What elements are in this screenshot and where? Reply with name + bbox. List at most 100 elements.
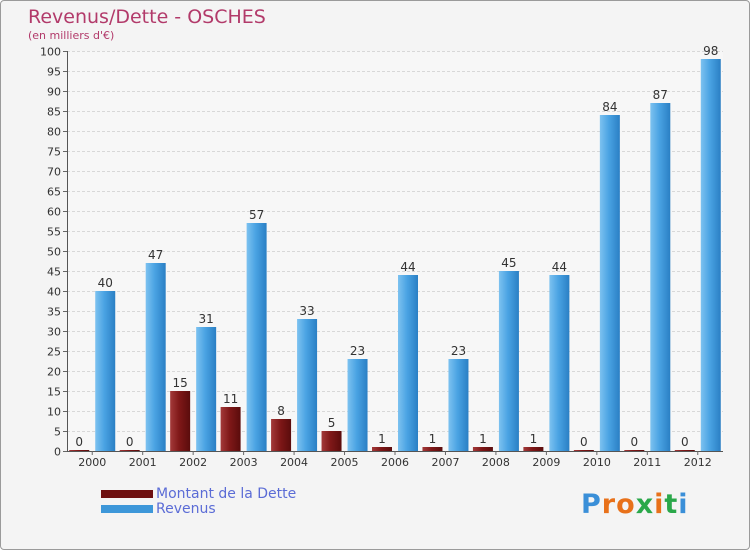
x-tick-label: 2001 [129, 456, 157, 469]
revenus-bar [549, 275, 570, 451]
x-tick-label: 2002 [179, 456, 207, 469]
dette-value-label: 0 [681, 435, 689, 449]
y-tick-label: 85 [47, 106, 61, 119]
x-tick-label: 2009 [532, 456, 560, 469]
y-tick-label: 80 [47, 126, 61, 139]
revenus-bar [448, 359, 469, 451]
revenus-bar [246, 223, 267, 451]
dette-value-label: 15 [173, 376, 188, 390]
chart-subtitle: (en milliers d'€) [28, 29, 115, 42]
y-tick-label: 65 [47, 186, 61, 199]
x-tick-label: 2005 [331, 456, 359, 469]
revenus-bar [196, 327, 217, 451]
dette-value-label: 1 [429, 432, 437, 446]
y-tick-label: 10 [47, 406, 61, 419]
dette-bar [472, 447, 493, 451]
x-tick-label: 2006 [381, 456, 409, 469]
dette-bar [119, 450, 140, 451]
logo-letter: P [581, 489, 602, 520]
revenus-bar [599, 115, 620, 451]
revenus-value-label: 23 [350, 344, 365, 358]
revenus-bar [498, 271, 519, 451]
logo-letter: i [654, 489, 665, 520]
x-tick-label: 2000 [78, 456, 106, 469]
dette-value-label: 0 [126, 435, 134, 449]
y-tick-label: 35 [47, 306, 61, 319]
logo-letter: r [601, 489, 617, 520]
revenus-value-label: 40 [98, 276, 113, 290]
dette-bar [69, 450, 90, 451]
revenus-value-label: 84 [602, 100, 617, 114]
dette-value-label: 11 [223, 392, 238, 406]
revenus-value-label: 87 [653, 88, 668, 102]
dette-bar [573, 450, 594, 451]
x-tick-label: 2003 [230, 456, 258, 469]
revenus-bar [347, 359, 368, 451]
y-tick-label: 75 [47, 146, 61, 159]
y-tick-label: 20 [47, 366, 61, 379]
dette-value-label: 1 [530, 432, 538, 446]
y-tick-label: 60 [47, 206, 61, 219]
dette-bar [271, 419, 292, 451]
x-tick-label: 2008 [482, 456, 510, 469]
legend-label-revenus: Revenus [156, 501, 216, 517]
dette-value-label: 0 [75, 435, 83, 449]
x-tick-label: 2007 [431, 456, 459, 469]
revenus-value-label: 33 [299, 304, 314, 318]
dette-value-label: 0 [580, 435, 588, 449]
labels-layer: 0510152025303540455055606570758085909510… [40, 44, 718, 469]
dette-value-label: 1 [378, 432, 386, 446]
y-tick-label: 30 [47, 326, 61, 339]
legend-swatch-revenus [101, 505, 153, 513]
revenus-bar [700, 59, 721, 451]
dette-value-label: 0 [630, 435, 638, 449]
x-tick-label: 2004 [280, 456, 308, 469]
revenus-value-label: 31 [199, 312, 214, 326]
revenus-value-label: 44 [400, 260, 415, 274]
y-tick-label: 90 [47, 86, 61, 99]
logo-letter: t [664, 489, 679, 520]
revenus-bar [398, 275, 418, 451]
dette-bar [170, 391, 191, 451]
dette-bar [674, 450, 695, 451]
revenus-bar [145, 263, 166, 451]
y-tick-label: 25 [47, 346, 61, 359]
logo-letter: o [616, 489, 636, 520]
revenus-value-label: 47 [148, 248, 163, 262]
bars-layer [69, 59, 721, 451]
legend-label-dette: Montant de la Dette [156, 486, 297, 502]
y-tick-label: 95 [47, 66, 61, 79]
x-tick-label: 2010 [583, 456, 611, 469]
revenus-bar [650, 103, 671, 451]
x-tick-label: 2012 [684, 456, 712, 469]
dette-bar [624, 450, 645, 451]
y-tick-label: 55 [47, 226, 61, 239]
dette-bar [220, 407, 241, 451]
dette-value-label: 5 [328, 416, 336, 430]
y-tick-label: 5 [54, 426, 61, 439]
legend-swatch-dette [101, 490, 153, 498]
dette-bar [372, 447, 392, 451]
y-tick-label: 40 [47, 286, 61, 299]
y-tick-label: 0 [54, 446, 61, 459]
revenus-value-label: 45 [501, 256, 516, 270]
revenus-value-label: 57 [249, 208, 264, 222]
revenus-bar [95, 291, 116, 451]
revenus-value-label: 44 [552, 260, 567, 274]
y-tick-label: 15 [47, 386, 61, 399]
dette-bar [422, 447, 443, 451]
proxiti-logo: Proxiti [581, 489, 689, 520]
dette-value-label: 1 [479, 432, 487, 446]
y-tick-label: 100 [40, 46, 61, 59]
revenus-value-label: 23 [451, 344, 466, 358]
y-tick-label: 50 [47, 246, 61, 259]
x-tick-label: 2011 [633, 456, 661, 469]
revenus-value-label: 98 [703, 44, 718, 58]
logo-letter: x [635, 489, 655, 520]
chart-title: Revenus/Dette - OSCHES [28, 6, 266, 28]
revenus-bar [297, 319, 318, 451]
y-tick-label: 45 [47, 266, 61, 279]
dette-bar [523, 447, 544, 451]
